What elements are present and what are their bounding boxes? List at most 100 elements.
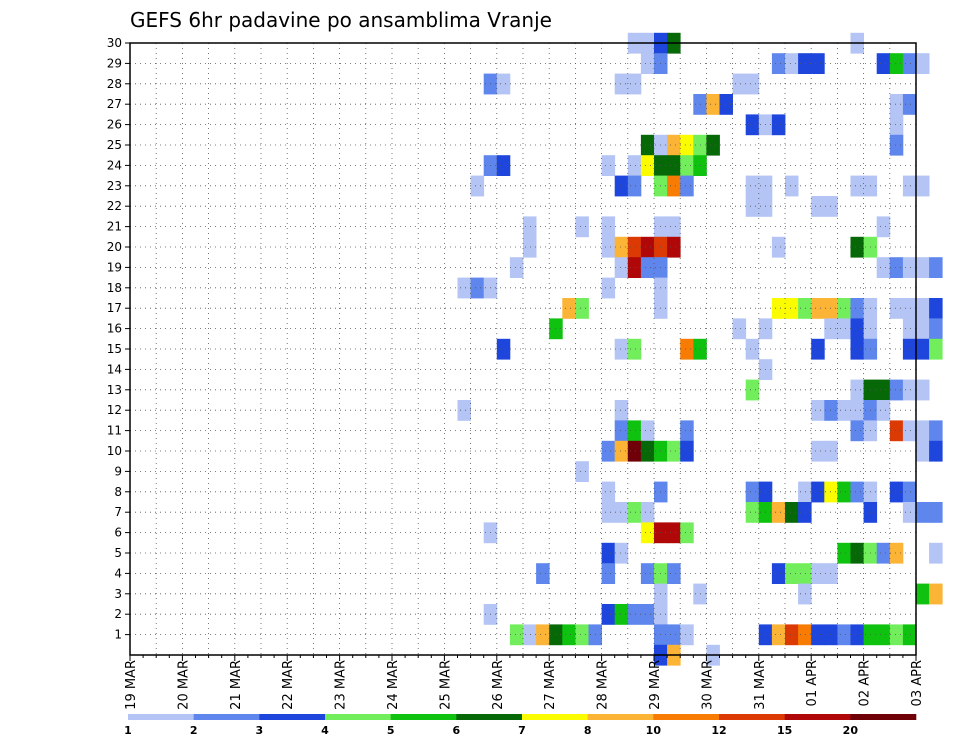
- heatmap-cell: [640, 440, 655, 462]
- heatmap-cell: [876, 379, 891, 401]
- y-tick-label: 27: [107, 97, 122, 111]
- heatmap-cell: [824, 318, 838, 340]
- heatmap-cell: [627, 73, 642, 95]
- heatmap-cell: [601, 563, 616, 584]
- heatmap-cell: [916, 175, 930, 197]
- heatmap-cell: [509, 257, 524, 278]
- heatmap-cell: [811, 400, 825, 421]
- heatmap-cell: [680, 440, 694, 462]
- heatmap-cell: [929, 257, 943, 278]
- heatmap-cell: [929, 420, 943, 442]
- heatmap-cell: [601, 481, 616, 503]
- heatmap-cell: [601, 542, 616, 564]
- heatmap-cell: [811, 563, 825, 584]
- heatmap-cell: [929, 318, 943, 340]
- heatmap-cell: [850, 624, 864, 646]
- heatmap-cell: [889, 94, 904, 115]
- heatmap-cell: [929, 502, 943, 523]
- heatmap-cell: [889, 114, 904, 136]
- heatmap-cell: [614, 257, 629, 278]
- heatmap-cell: [929, 542, 943, 564]
- heatmap-cell: [680, 338, 694, 360]
- heatmap-cell: [837, 318, 851, 340]
- heatmap-cell: [601, 604, 616, 625]
- x-tick-label: 03 APR: [910, 660, 925, 706]
- heatmap-cell: [627, 604, 642, 625]
- heatmap-cell: [902, 175, 917, 197]
- heatmap-cell: [640, 257, 655, 278]
- y-tick-label: 20: [107, 240, 122, 254]
- y-tick-label: 17: [107, 301, 122, 315]
- heatmap-cell: [627, 502, 642, 523]
- heatmap-cell: [824, 563, 838, 584]
- heatmap-cell: [902, 94, 917, 115]
- x-tick-label: 20 MAR: [176, 660, 191, 710]
- heatmap-cell: [811, 481, 825, 503]
- heatmap-cell: [680, 624, 694, 646]
- heatmap-cell: [601, 277, 616, 299]
- heatmap-cell: [837, 542, 851, 564]
- heatmap-cell: [706, 94, 720, 115]
- y-tick-label: 8: [114, 485, 122, 499]
- heatmap-cell: [850, 379, 864, 401]
- heatmap-cell: [824, 400, 838, 421]
- x-tick-label: 23 MAR: [334, 660, 349, 710]
- heatmap-cell: [811, 624, 825, 646]
- heatmap-cell: [876, 400, 891, 421]
- heatmap-cell: [798, 298, 812, 319]
- heatmap-cell: [876, 257, 891, 278]
- heatmap-cell: [627, 338, 642, 360]
- heatmap-cell: [667, 236, 681, 258]
- y-tick-label: 23: [107, 179, 122, 193]
- heatmap-cell: [745, 481, 760, 503]
- heatmap-cell: [837, 298, 851, 319]
- heatmap-cell: [824, 298, 838, 319]
- heatmap-cell: [771, 502, 786, 523]
- x-tick-label: 19 MAR: [124, 660, 139, 710]
- x-tick-label: 21 MAR: [229, 660, 244, 710]
- heatmap-cell: [916, 440, 930, 462]
- heatmap-cell: [667, 134, 681, 156]
- y-tick-label: 19: [107, 260, 122, 274]
- heatmap-cell: [640, 604, 655, 625]
- heatmap-cell: [667, 440, 681, 462]
- legend-label: 4: [321, 724, 329, 737]
- x-tick-label: 22 MAR: [281, 660, 296, 710]
- heatmap-cell: [902, 298, 917, 319]
- heatmap-cell: [876, 624, 891, 646]
- heatmap-cell: [902, 481, 917, 503]
- heatmap-cell: [627, 236, 642, 258]
- heatmap-cell: [536, 624, 550, 646]
- heatmap-cell: [640, 420, 655, 442]
- legend-label: 8: [584, 724, 592, 737]
- heatmap-cell: [837, 400, 851, 421]
- heatmap-cell: [824, 481, 838, 503]
- heatmap-cell: [614, 440, 629, 462]
- heatmap-cell: [811, 196, 825, 217]
- heatmap-cell: [889, 257, 904, 278]
- heatmap-cell: [902, 379, 917, 401]
- legend-swatch: [390, 714, 457, 720]
- heatmap-cell: [876, 216, 891, 238]
- x-tick-label: 29 MAR: [648, 660, 663, 710]
- heatmap-cell: [627, 175, 642, 197]
- legend-swatch: [719, 714, 785, 720]
- heatmap-cell: [667, 155, 681, 176]
- heatmap-cell: [601, 155, 616, 176]
- legend-swatch: [653, 714, 720, 720]
- heatmap-cell: [824, 624, 838, 646]
- legend-label: 5: [387, 724, 395, 737]
- heatmap-cell: [771, 624, 786, 646]
- heatmap-cell: [745, 73, 760, 95]
- heatmap-cell: [929, 338, 943, 360]
- heatmap-cell: [850, 400, 864, 421]
- heatmap-cell: [614, 420, 629, 442]
- x-tick-label: 02 APR: [858, 660, 873, 706]
- legend: 1 2 3 4 5 6 7 8 10 12 15 20: [124, 714, 917, 737]
- y-tick-label: 6: [114, 526, 122, 540]
- heatmap-cell: [902, 53, 917, 74]
- heatmap-cell: [850, 481, 864, 503]
- heatmap-cell: [496, 155, 511, 176]
- chart-title: GEFS 6hr padavine po ansamblima Vranje: [130, 8, 552, 32]
- x-tick-label: 01 APR: [805, 660, 820, 706]
